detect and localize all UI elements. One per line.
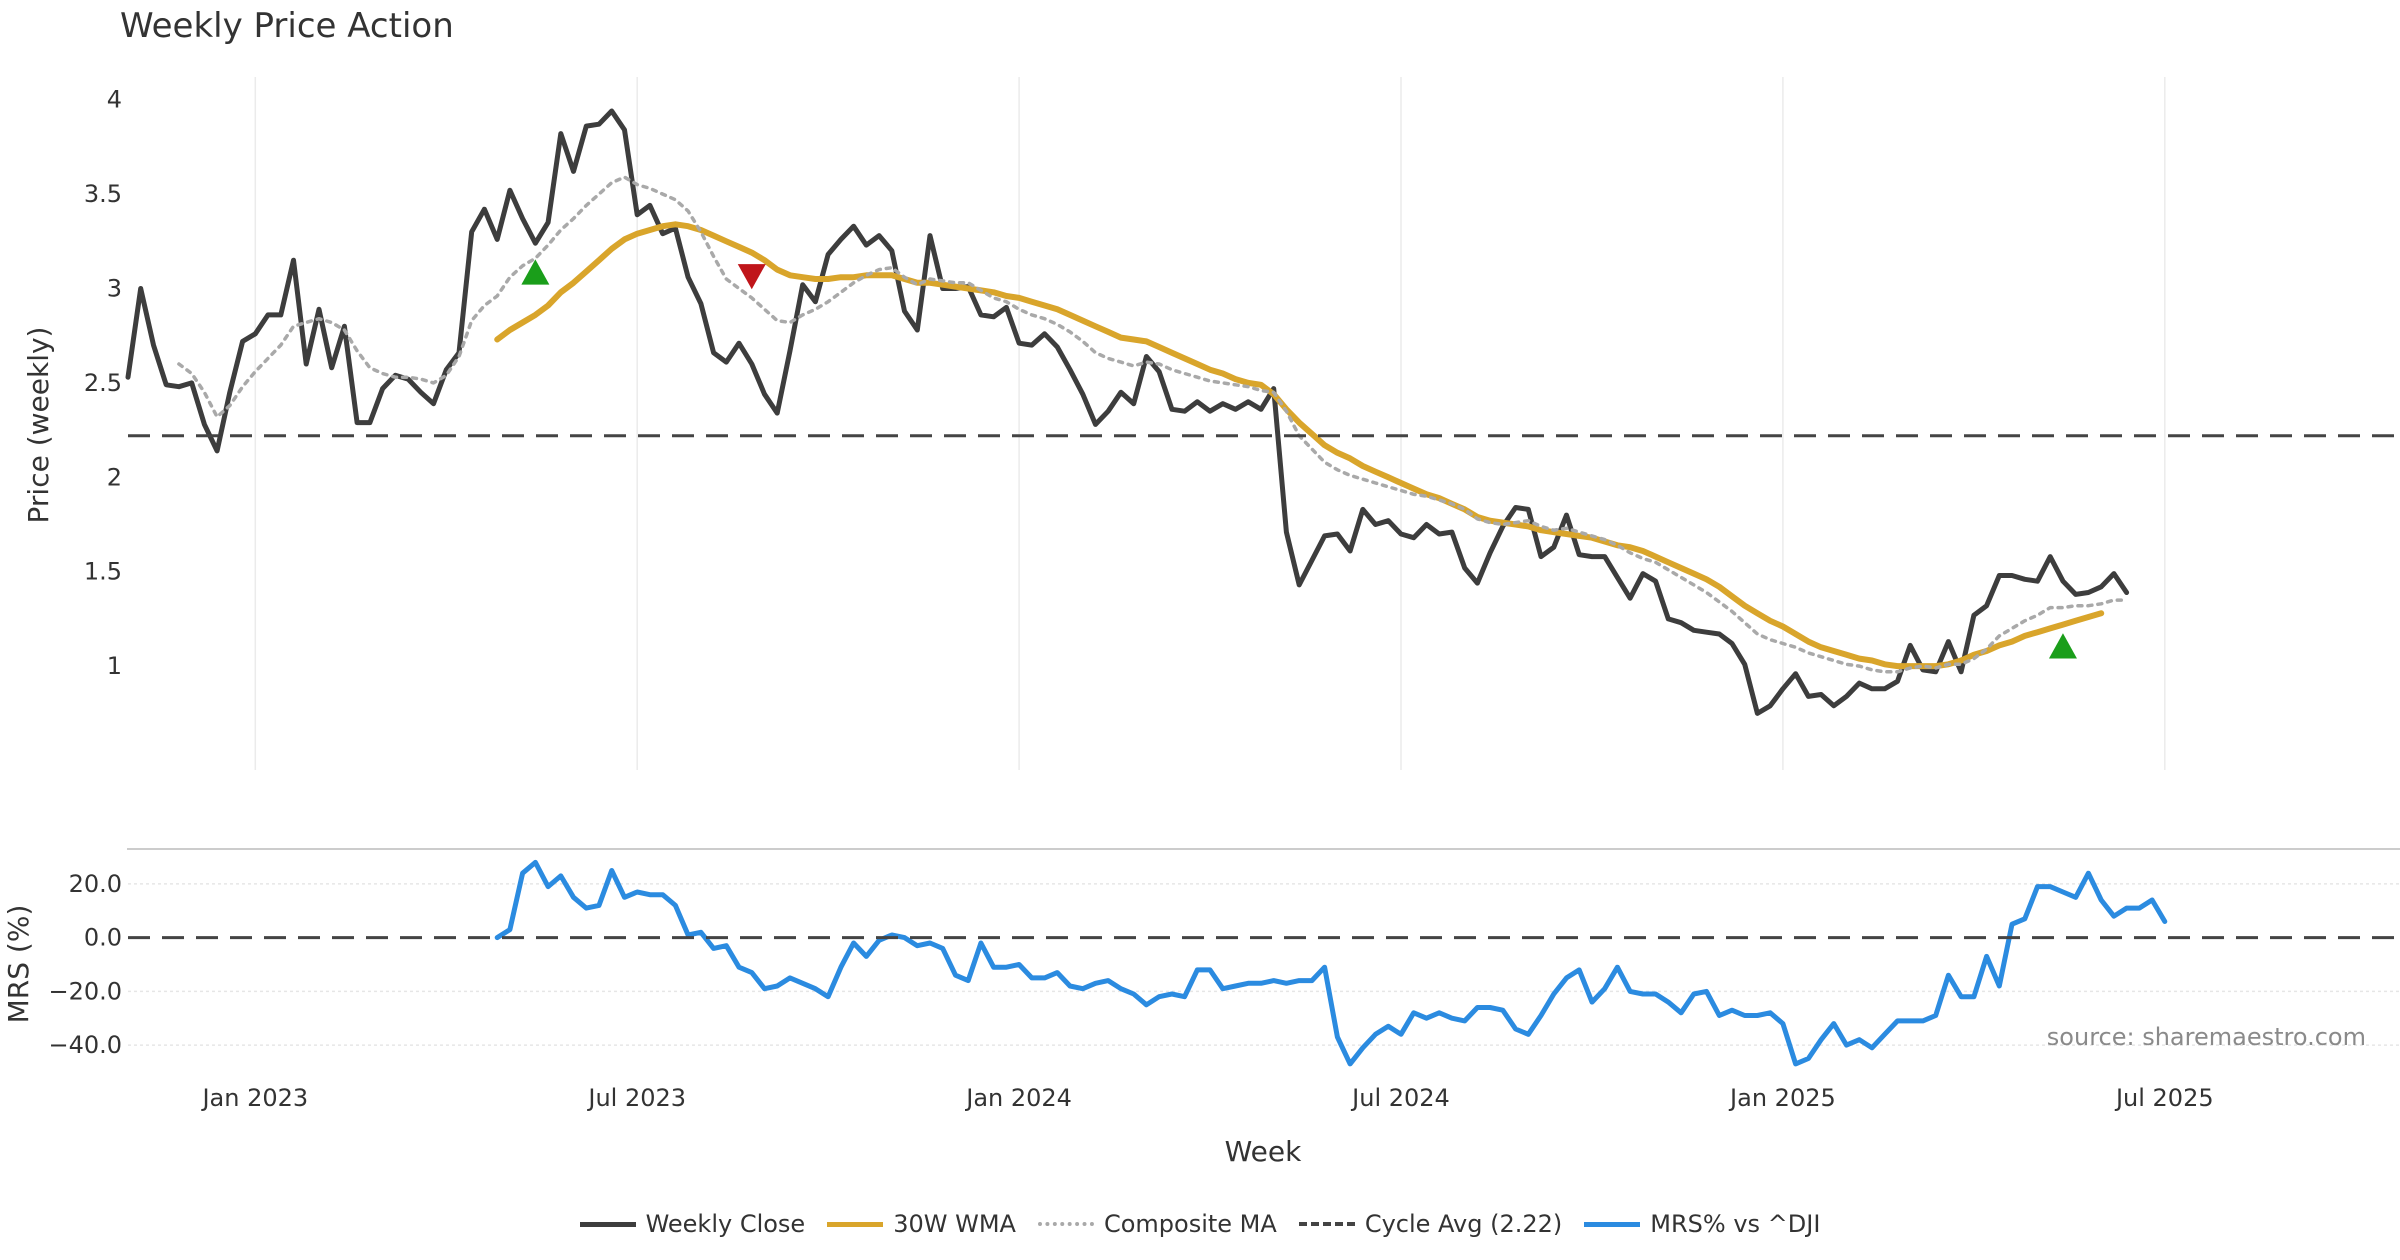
chart-canvas: 1 1.5 2 2.5 3 3.5 4 Price (weekly) 20.0 0.0 −20.… — [2, 77, 2400, 1168]
composite-ma-line — [177, 175, 2129, 674]
mrs-line — [494, 859, 2168, 1067]
price-y-axis-title: Price (weekly) — [22, 327, 55, 524]
weekly-close-line — [125, 108, 2130, 716]
legend-label: Cycle Avg (2.22) — [1364, 1210, 1563, 1238]
legend-item: 30W WMA — [827, 1210, 1016, 1238]
legend-item: Weekly Close — [579, 1210, 806, 1238]
x-tick-label: Jan 2025 — [1728, 1084, 1836, 1112]
mrs-y-tick-label: 20.0 — [69, 870, 122, 898]
mrs-y-ticks: 20.0 0.0 −20.0 −40.0 — [48, 870, 122, 1059]
x-ticks: Jan 2023 Jul 2023 Jan 2024 Jul 2024 Jan 2025… — [200, 1084, 2213, 1112]
source-annotation: source: sharemaestro.com — [2047, 1023, 2366, 1051]
price-gridlines — [254, 77, 2166, 770]
price-y-ticks: 1 1.5 2 2.5 3 3.5 4 — [84, 86, 122, 680]
legend-swatch — [579, 1221, 636, 1227]
x-tick-label: Jan 2024 — [964, 1084, 1072, 1112]
legend-label: 30W WMA — [893, 1210, 1016, 1238]
legend-swatch — [1298, 1222, 1355, 1226]
x-tick-label: Jul 2023 — [586, 1084, 686, 1112]
price-y-tick-label: 2 — [107, 463, 122, 491]
x-tick-label: Jan 2023 — [200, 1084, 308, 1112]
legend: Weekly Close 30W WMA Composite MA Cycle Avg… — [0, 1210, 2400, 1238]
x-axis-title: Week — [1225, 1135, 1302, 1168]
legend-item: MRS% vs ^DJI — [1584, 1210, 1820, 1238]
price-y-tick-label: 1.5 — [84, 558, 122, 586]
legend-label: MRS% vs ^DJI — [1650, 1210, 1821, 1238]
legend-swatch — [827, 1221, 884, 1227]
buy-signal-marker — [521, 259, 550, 285]
mrs-y-tick-label: 0.0 — [84, 924, 122, 952]
price-y-tick-label: 3 — [107, 274, 122, 302]
price-y-tick-label: 2.5 — [84, 369, 122, 397]
price-y-tick-label: 4 — [107, 86, 122, 114]
mrs-series — [128, 859, 2400, 1067]
x-tick-label: Jul 2025 — [2114, 1084, 2214, 1112]
wma-30w-line — [494, 221, 2105, 670]
mrs-gridlines — [128, 883, 2400, 1046]
chart-title: Weekly Price Action — [120, 6, 454, 46]
legend-label: Weekly Close — [645, 1210, 806, 1238]
legend-swatch — [1584, 1221, 1641, 1227]
mrs-y-axis-title: MRS (%) — [2, 905, 35, 1024]
legend-item: Composite MA — [1037, 1210, 1277, 1238]
price-series — [125, 108, 2400, 716]
mrs-y-tick-label: −40.0 — [48, 1031, 122, 1059]
x-tick-label: Jul 2024 — [1350, 1084, 1450, 1112]
price-y-tick-label: 3.5 — [84, 180, 122, 208]
legend-label: Composite MA — [1103, 1210, 1277, 1238]
price-y-tick-label: 1 — [107, 652, 122, 680]
legend-item: Cycle Avg (2.22) — [1298, 1210, 1563, 1238]
sell-signal-marker — [737, 264, 766, 290]
buy-signal-marker — [2048, 633, 2077, 659]
signal-markers — [521, 259, 2077, 659]
mrs-y-tick-label: −20.0 — [48, 977, 122, 1005]
legend-swatch — [1037, 1222, 1094, 1226]
